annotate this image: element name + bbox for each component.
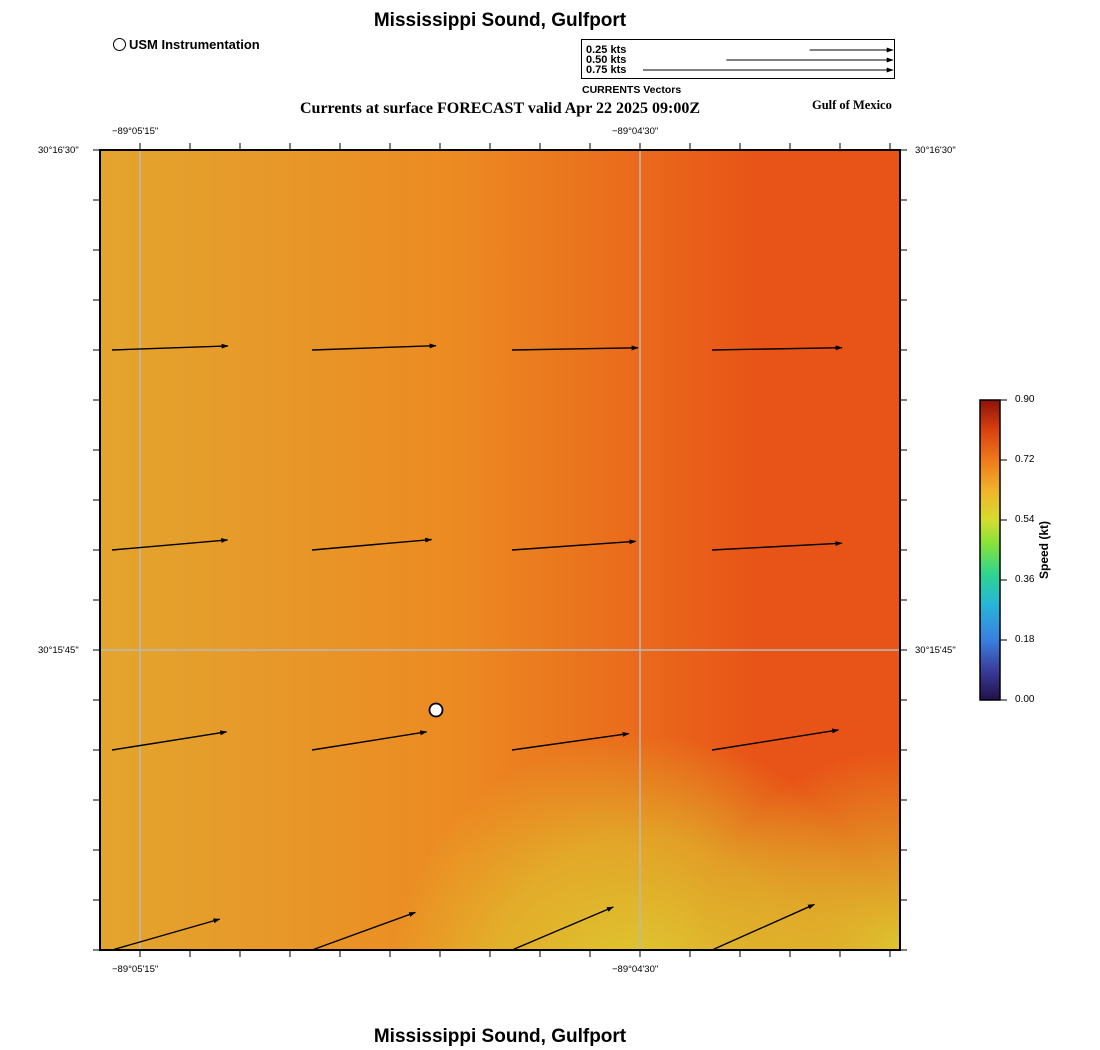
bottom-lon-label-1: −89°05'15" xyxy=(112,964,159,975)
colorbar-label-090: 0.90 xyxy=(1015,394,1035,405)
colorbar-label-036: 0.36 xyxy=(1015,574,1035,585)
left-lat-label-1: 30°16'30" xyxy=(38,145,79,156)
top-lon-label-2: −89°04'30" xyxy=(612,126,659,137)
current-vector-r4-c3 xyxy=(511,906,614,951)
graticule xyxy=(100,150,900,950)
footer-title: Mississippi Sound, Gulfport xyxy=(373,1026,627,1047)
colorbar-label-054: 0.54 xyxy=(1015,514,1035,525)
vector-scale-label-2: 0.50 kts xyxy=(586,54,627,66)
station-legend-label: USM Instrumentation xyxy=(129,37,260,52)
colorbar-label-072: 0.72 xyxy=(1015,454,1035,465)
current-vector-r2-c3 xyxy=(511,539,637,551)
current-vectors xyxy=(111,343,843,951)
vector-caption: CURRENTS Vectors xyxy=(582,84,682,96)
vector-scale-label-1: 0.25 kts xyxy=(586,44,627,56)
current-vector-r3-c2 xyxy=(311,730,428,751)
current-vector-r1-c2 xyxy=(311,343,437,351)
colorbar-label-018: 0.18 xyxy=(1015,634,1035,645)
current-vector-r4-c1 xyxy=(111,918,221,951)
current-vector-r2-c2 xyxy=(311,537,433,551)
current-vector-r2-c4 xyxy=(711,541,843,551)
top-lon-label-1: −89°05'15" xyxy=(112,126,159,137)
colorbar-label-000: 0.00 xyxy=(1015,694,1035,705)
usm-station-marker[interactable] xyxy=(428,702,444,718)
bottom-lon-label-2: −89°04'30" xyxy=(612,964,659,975)
vector-scale-legend: 0.25 kts 0.50 kts 0.75 kts xyxy=(581,39,895,79)
current-vector-r3-c4 xyxy=(711,728,840,751)
colorbar-title: Speed (kt) xyxy=(1037,520,1051,580)
current-vector-r1-c3 xyxy=(511,345,639,351)
station-marker-icon xyxy=(113,38,126,51)
station-legend: USM Instrumentation xyxy=(113,37,260,52)
frame-ticks xyxy=(93,143,907,957)
region-label: Gulf of Mexico xyxy=(812,98,892,112)
current-vector-r3-c1 xyxy=(111,730,228,751)
current-vector-r3-c3 xyxy=(511,732,630,751)
current-vector-r1-c4 xyxy=(711,345,843,351)
current-vector-r2-c1 xyxy=(111,537,229,551)
colorbar-ticks xyxy=(1000,399,1007,701)
colorbar xyxy=(979,399,1001,701)
right-lat-label-1: 30°16'30" xyxy=(915,145,956,156)
vector-scale-arrows xyxy=(643,47,894,73)
current-vector-r4-c4 xyxy=(711,903,815,951)
vector-scale-label-3: 0.75 kts xyxy=(586,64,627,76)
speed-field-southeast-shading xyxy=(100,150,900,950)
map-title: Mississippi Sound, Gulfport xyxy=(373,10,627,31)
forecast-subtitle: Currents at surface FORECAST valid Apr 2… xyxy=(299,100,700,117)
left-lat-label-2: 30°15'45" xyxy=(38,645,79,656)
right-lat-label-2: 30°15'45" xyxy=(915,645,956,656)
current-vector-r4-c2 xyxy=(311,911,417,951)
current-vector-r1-c1 xyxy=(111,343,229,351)
